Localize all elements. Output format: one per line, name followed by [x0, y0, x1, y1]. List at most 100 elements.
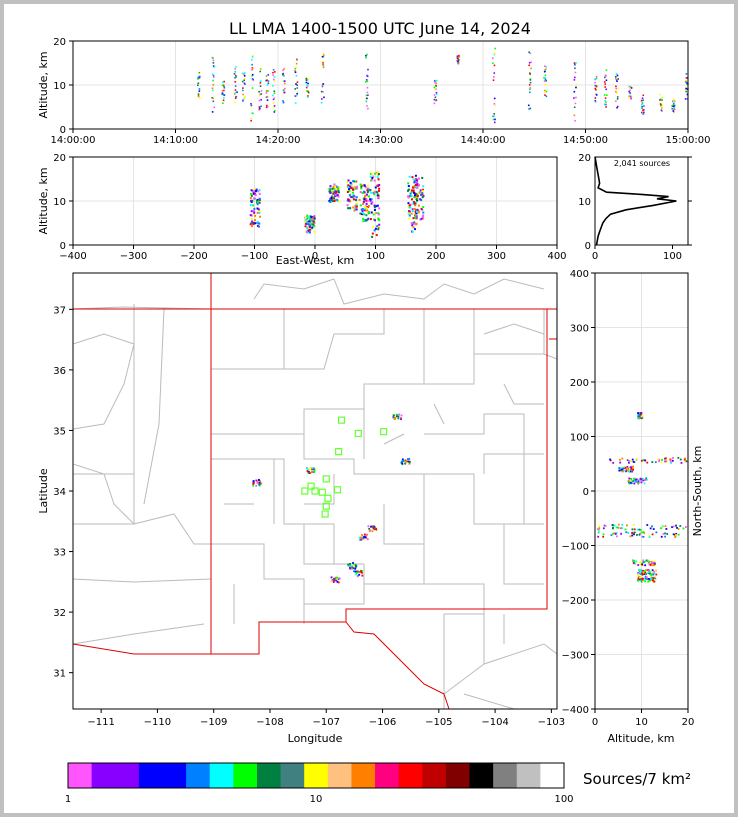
source-point	[233, 73, 236, 75]
source-point	[679, 525, 682, 527]
source-point	[243, 72, 246, 74]
source-point	[609, 458, 611, 461]
source-point	[353, 209, 356, 212]
source-point	[260, 93, 263, 95]
source-point	[337, 200, 340, 203]
source-point	[652, 573, 655, 576]
source-point	[573, 62, 576, 64]
source-point	[250, 119, 252, 122]
source-point	[378, 207, 381, 210]
source-point	[544, 68, 547, 70]
source-point	[574, 76, 576, 79]
eastwest-tick-label: −300	[120, 251, 147, 262]
source-point	[648, 534, 651, 537]
source-point	[358, 573, 361, 576]
source-point	[677, 528, 680, 530]
source-point	[629, 95, 632, 98]
source-point	[351, 186, 354, 189]
source-point	[615, 78, 618, 81]
source-point	[529, 73, 531, 75]
source-point	[661, 526, 664, 529]
source-point	[334, 192, 337, 195]
source-point	[221, 89, 224, 92]
source-point	[646, 560, 649, 563]
source-point	[355, 573, 357, 576]
source-point	[653, 564, 655, 567]
source-point	[250, 194, 253, 197]
source-point	[251, 74, 254, 77]
source-point	[373, 526, 376, 529]
source-point	[283, 68, 285, 70]
source-point	[413, 228, 416, 231]
source-point	[361, 534, 363, 536]
source-point	[311, 467, 314, 470]
source-point	[628, 467, 631, 470]
source-point	[309, 468, 311, 471]
source-point	[360, 570, 362, 573]
source-point	[272, 71, 274, 74]
source-point	[365, 79, 368, 81]
lma-station-marker	[380, 428, 388, 436]
source-point	[304, 225, 307, 228]
source-point	[359, 204, 362, 207]
source-point	[661, 106, 663, 108]
source-point	[244, 83, 246, 86]
source-point	[367, 525, 370, 528]
source-point	[256, 198, 259, 201]
source-point	[370, 211, 373, 214]
longitude-tick-label: −107	[313, 717, 340, 728]
source-point	[283, 80, 286, 82]
source-point	[356, 570, 359, 573]
source-point	[332, 581, 335, 583]
source-point	[307, 223, 310, 226]
source-point	[359, 191, 362, 194]
source-point	[616, 105, 619, 108]
source-point	[637, 482, 639, 485]
eastwest-tick-label: 100	[366, 251, 385, 262]
source-point	[397, 417, 400, 420]
source-point	[543, 70, 546, 73]
source-point	[213, 66, 216, 68]
source-point	[627, 480, 630, 482]
source-point	[640, 481, 643, 484]
source-point	[620, 467, 623, 470]
source-point	[376, 225, 379, 228]
altitude-tick-label: 20	[682, 717, 695, 728]
source-point	[661, 107, 663, 109]
source-point	[632, 559, 635, 562]
source-point	[631, 465, 633, 468]
source-point	[603, 524, 606, 527]
source-point	[661, 525, 664, 528]
source-point	[654, 569, 657, 571]
source-point	[636, 417, 639, 420]
source-point	[283, 82, 286, 85]
source-point	[370, 191, 373, 194]
source-point	[632, 524, 635, 526]
source-point	[372, 527, 375, 530]
northsouth-altitude-panel: 0 10 20 −400 −300 −200 −100 0 100 200 300 400 North…	[562, 269, 704, 745]
source-point	[254, 190, 257, 193]
source-point	[623, 465, 626, 468]
source-point	[422, 194, 425, 197]
latitude-tick-label: 37	[53, 305, 66, 316]
source-point	[640, 99, 643, 102]
source-point	[361, 571, 363, 574]
source-point	[627, 532, 630, 534]
source-point	[378, 223, 381, 226]
source-point	[354, 207, 357, 210]
source-point	[370, 198, 373, 201]
source-point	[594, 101, 597, 103]
source-point	[284, 87, 286, 90]
eastwest-tick-label: −100	[241, 251, 268, 262]
source-point	[329, 197, 332, 200]
source-point	[412, 226, 415, 229]
source-point	[211, 87, 214, 90]
source-point	[620, 468, 623, 471]
source-point	[573, 79, 576, 81]
source-point	[628, 96, 630, 98]
source-point	[648, 579, 651, 582]
source-point	[222, 81, 224, 84]
source-point	[371, 530, 374, 533]
source-point	[639, 478, 642, 480]
source-point	[307, 91, 310, 94]
